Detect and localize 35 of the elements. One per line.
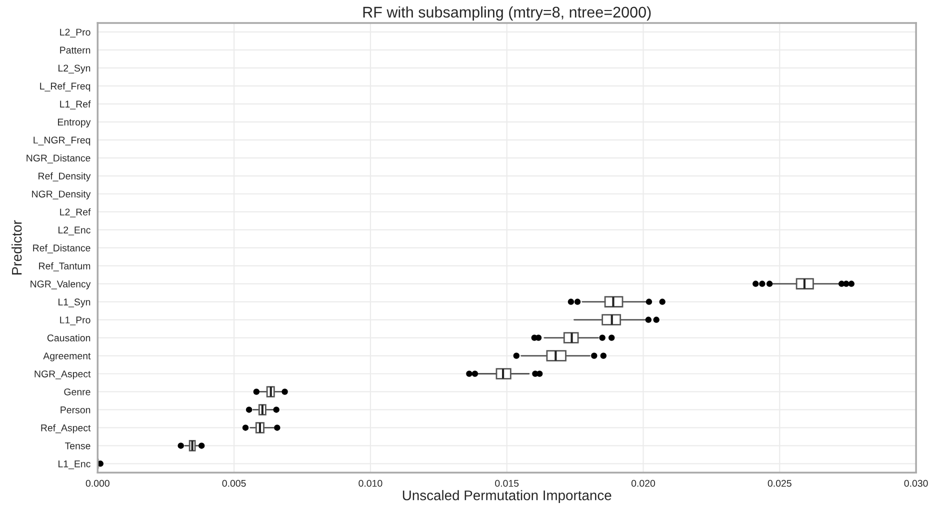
x-tick-label: 0.015: [495, 480, 519, 487]
y-tick-label: NGR_Aspect: [34, 370, 91, 380]
y-tick-label: L2_Pro: [60, 28, 90, 38]
y-tick-label: Entropy: [58, 118, 91, 128]
y-tick-label: Ref_Aspect: [41, 424, 91, 434]
x-tick-label: 0.010: [358, 480, 382, 487]
y-tick-label: Ref_Tantum: [39, 262, 90, 272]
y-tick-label: L2_Enc: [58, 226, 90, 236]
y-tick-label: L_Ref_Freq: [40, 82, 90, 92]
y-tick-label: L1_Syn: [58, 298, 90, 308]
y-tick-label: L1_Pro: [60, 316, 90, 326]
y-tick-label: L2_Syn: [58, 64, 90, 74]
chart-title: RF with subsampling (mtry=8, ntree=2000): [363, 6, 651, 21]
y-axis-title: Predictor: [12, 220, 22, 274]
y-tick-label: Person: [60, 406, 90, 414]
y-tick-label: L1_Ref: [60, 100, 91, 110]
y-tick-label: Agreement: [43, 352, 91, 362]
x-tick-label: 0.030: [904, 480, 928, 487]
y-tick-label: Causation: [47, 334, 90, 342]
y-tick-label: Tense: [64, 442, 90, 450]
y-tick-label: Genre: [64, 388, 90, 396]
y-tick-label: L_NGR_Freq: [34, 136, 90, 146]
y-tick-label: NGR_Distance: [26, 154, 90, 164]
x-axis-title: Unscaled Permutation Importance: [402, 490, 612, 504]
y-tick-label: Ref_Density: [38, 172, 91, 182]
y-tick-label: L2_Ref: [60, 208, 91, 218]
y-tick-label: L1_Enc: [58, 460, 90, 470]
x-tick-label: 0.000: [86, 480, 110, 487]
y-tick-label: Pattern: [60, 46, 90, 54]
x-tick-label: 0.005: [222, 480, 246, 487]
x-tick-label: 0.025: [768, 480, 792, 487]
y-tick-label: Ref_Distance: [33, 244, 90, 254]
y-tick-label: NGR_Density: [32, 190, 91, 200]
x-tick-label: 0.020: [631, 480, 656, 487]
y-tick-label: NGR_Valency: [30, 280, 91, 290]
